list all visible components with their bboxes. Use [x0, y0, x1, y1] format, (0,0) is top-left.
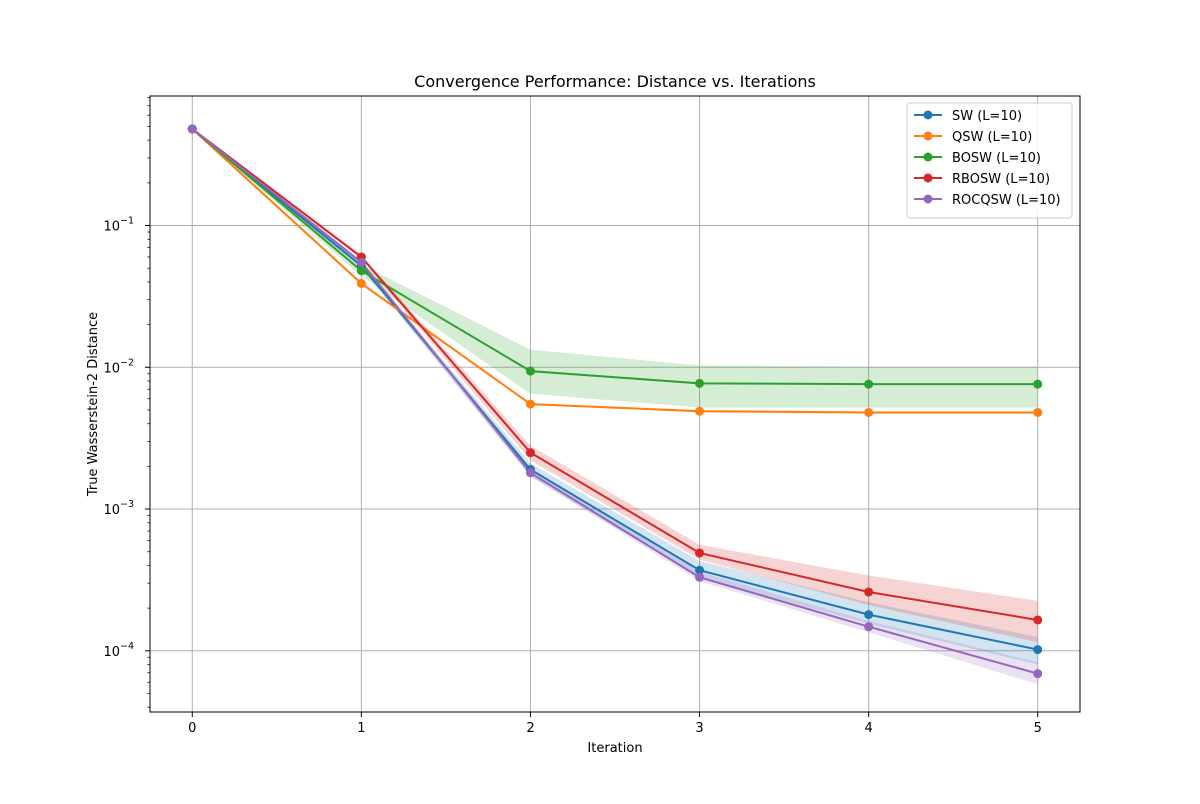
legend-swatch-marker [923, 131, 933, 141]
series-line [191, 128, 1038, 621]
y-tick-base: 10 [103, 220, 120, 235]
data-point [1033, 615, 1043, 625]
data-point [356, 257, 366, 267]
y-tick-base: 10 [103, 503, 120, 518]
data-point [1033, 645, 1043, 655]
data-point [1033, 407, 1043, 417]
y-tick-exponent: −2 [120, 357, 134, 368]
data-point [864, 610, 874, 620]
y-tick-label: 10 −1 [103, 216, 134, 235]
x-tick-label: 3 [695, 721, 703, 736]
y-axis-label: True Wasserstein-2 Distance [86, 312, 101, 497]
x-tick-label: 2 [526, 721, 534, 736]
data-point [864, 379, 874, 389]
chart-title: Convergence Performance: Distance vs. It… [414, 72, 816, 91]
legend-swatch-marker [923, 173, 933, 183]
y-tick-label: 10 −2 [103, 357, 134, 376]
legend-item: QSW (L=10) [914, 130, 1032, 145]
series-markers [187, 124, 1043, 679]
x-tick-label: 4 [864, 721, 872, 736]
series-band [192, 127, 1038, 643]
legend-label: BOSW (L=10) [952, 151, 1041, 166]
data-point [695, 565, 705, 575]
legend-swatch-marker [923, 194, 933, 204]
legend: SW (L=10) QSW (L=10) BOSW (L=10) RBOSW (L=1… [906, 102, 1073, 219]
x-tick-label: 5 [1034, 721, 1042, 736]
data-point [525, 468, 535, 478]
y-tick-exponent: −1 [120, 216, 134, 227]
data-point [695, 572, 705, 582]
data-point [356, 279, 366, 289]
legend-swatch-marker [923, 110, 933, 120]
legend-label: RBOSW (L=10) [952, 172, 1050, 187]
y-tick-exponent: −3 [120, 499, 134, 510]
legend-label: QSW (L=10) [952, 130, 1032, 145]
data-point [864, 407, 874, 417]
plot-frame [149, 95, 1081, 713]
data-point [1033, 379, 1043, 389]
data-point [864, 587, 874, 597]
legend-swatch-marker [923, 152, 933, 162]
series-line [191, 128, 1038, 414]
legend-label: SW (L=10) [952, 109, 1022, 124]
legend-item: SW (L=10) [914, 109, 1022, 124]
y-tick-base: 10 [103, 645, 120, 660]
data-point [695, 378, 705, 388]
legend-box [906, 102, 1073, 219]
x-axis-label: Iteration [587, 741, 642, 756]
y-tick-base: 10 [103, 361, 120, 376]
data-point [1033, 669, 1043, 679]
series-line [191, 128, 1038, 386]
legend-label: ROCQSW (L=10) [952, 193, 1061, 208]
x-tick-label: 0 [188, 721, 196, 736]
axis-ticks: 0 1 2 3 4 510−410−310−210−1 [103, 97, 1042, 736]
data-point [525, 448, 535, 458]
data-point [356, 266, 366, 276]
data-point [864, 622, 874, 632]
series-line [191, 128, 1038, 651]
x-tick-label: 1 [357, 721, 365, 736]
y-tick-label: 10 −4 [103, 641, 134, 660]
legend-item: ROCQSW (L=10) [914, 193, 1061, 208]
data-point [695, 406, 705, 416]
data-point [525, 399, 535, 409]
data-point [695, 548, 705, 558]
legend-item: BOSW (L=10) [914, 151, 1041, 166]
series-lines [191, 128, 1038, 675]
legend-item: RBOSW (L=10) [914, 172, 1050, 187]
y-tick-exponent: −4 [120, 641, 134, 652]
series-line [191, 128, 1038, 675]
data-point [525, 366, 535, 376]
data-point [187, 124, 197, 134]
y-tick-label: 10 −3 [103, 499, 134, 518]
